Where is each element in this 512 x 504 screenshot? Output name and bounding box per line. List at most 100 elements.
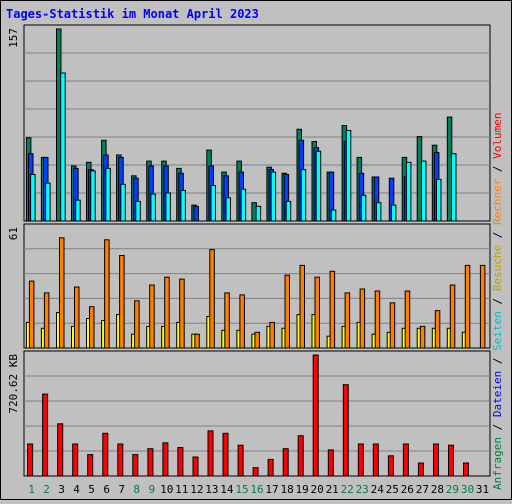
bar-volumen-day-23: [357, 443, 364, 477]
bar-seiten-day-24: [375, 202, 382, 222]
x-tick-label: 26: [401, 483, 414, 496]
bar-rechner-day-4: [74, 286, 80, 349]
bar-rechner-day-8: [134, 300, 140, 349]
bar-volumen-day-24: [372, 443, 379, 477]
bar-seiten-day-14: [225, 197, 231, 222]
x-tick-label: 3: [58, 483, 65, 496]
bar-rechner-day-20: [314, 276, 320, 349]
bar-seiten-day-25: [390, 204, 397, 222]
bar-rechner-day-25: [389, 302, 396, 349]
bar-volumen-day-1: [27, 443, 34, 477]
legend-entry: Besuche: [491, 245, 504, 291]
bar-seiten-day-29: [451, 153, 457, 222]
bar-seiten-day-27: [421, 160, 427, 222]
bar-seiten-day-10: [165, 192, 171, 222]
legend-entry: Dateien: [491, 371, 504, 417]
bar-volumen-day-19: [297, 435, 304, 477]
x-tick-label: 31: [476, 483, 489, 496]
x-tick-label: 25: [386, 483, 399, 496]
x-tick-label: 29: [446, 483, 459, 496]
bar-rechner-day-3: [59, 237, 65, 349]
bar-rechner-day-27: [419, 325, 426, 349]
bar-seiten-day-8: [135, 200, 141, 222]
bar-seiten-day-4: [75, 199, 81, 222]
legend-entry: /: [491, 225, 504, 245]
bar-seiten-day-18: [285, 200, 292, 222]
x-tick-label: 23: [356, 483, 369, 496]
bar-seiten-day-13: [210, 185, 216, 222]
legend-entry: /: [491, 417, 504, 437]
x-tick-label: 10: [160, 483, 173, 496]
bar-seiten-day-28: [436, 178, 442, 222]
bar-rechner-day-6: [104, 239, 110, 349]
legend-entry: Seiten: [491, 311, 504, 351]
x-tick-label: 22: [341, 483, 354, 496]
bar-seiten-day-1: [30, 174, 36, 222]
bar-rechner-day-24: [374, 290, 381, 349]
bar-rechner-day-26: [404, 290, 411, 349]
bar-volumen-day-18: [282, 448, 289, 477]
x-tick-label: 13: [205, 483, 218, 496]
bar-volumen-day-25: [387, 455, 394, 477]
legend-entry: /: [491, 291, 504, 311]
bar-rechner-day-5: [89, 306, 95, 349]
bar-volumen-day-10: [162, 442, 169, 477]
x-tick-label: 6: [103, 483, 110, 496]
legend-entry: Rechner: [491, 178, 504, 225]
bar-rechner-day-15: [239, 294, 245, 349]
bar-rechner-day-16: [254, 331, 260, 349]
bar-rechner-day-9: [149, 284, 155, 349]
bar-rechner-day-10: [164, 276, 170, 349]
bar-volumen-day-5: [87, 454, 94, 477]
bar-volumen-day-2: [42, 393, 49, 477]
bar-seiten-day-23: [360, 194, 367, 222]
bar-seiten-day-2: [45, 182, 51, 222]
bar-rechner-day-13: [209, 249, 215, 349]
bar-volumen-day-9: [147, 448, 154, 477]
bar-seiten-day-21: [330, 209, 337, 222]
bar-volumen-day-11: [177, 447, 184, 477]
panel-frame: [23, 350, 491, 477]
bar-rechner-day-28: [434, 310, 441, 349]
bar-volumen-day-17: [267, 458, 274, 477]
bar-volumen-day-29: [448, 444, 454, 477]
bar-seiten-day-22: [345, 130, 352, 222]
bar-rechner-day-12: [194, 333, 200, 349]
bar-rechner-day-21: [329, 270, 336, 349]
panel-top: 157: [7, 24, 491, 222]
bar-rechner-day-1: [28, 280, 35, 349]
x-tick-label: 7: [118, 483, 125, 496]
bar-rechner-day-7: [119, 255, 125, 349]
bar-volumen-day-4: [72, 443, 79, 477]
bar-rechner-day-14: [224, 292, 230, 349]
x-tick-label: 19: [295, 483, 308, 496]
bar-rechner-day-30: [464, 264, 471, 349]
x-tick-label: 12: [190, 483, 203, 496]
bar-volumen-day-30: [463, 462, 469, 477]
bar-seiten-day-17: [270, 171, 277, 222]
legend-entry: /: [491, 351, 504, 371]
bar-volumen-day-6: [102, 432, 109, 477]
bar-volumen-day-12: [192, 456, 199, 477]
bar-rechner-day-17: [269, 321, 275, 349]
bar-rechner-day-31: [479, 264, 486, 349]
bar-rechner-day-11: [179, 278, 185, 349]
bar-volumen-day-20: [312, 354, 319, 477]
x-tick-label: 5: [88, 483, 95, 496]
x-tick-label: 2: [43, 483, 50, 496]
bar-volumen-day-8: [132, 454, 139, 477]
bar-seiten-day-19: [300, 169, 307, 222]
bar-seiten-day-20: [315, 150, 322, 222]
x-tick-label: 11: [175, 483, 188, 496]
right-legend: Anfragen / Dateien / Seiten / Besuche / …: [491, 112, 504, 490]
bar-seiten-day-16: [255, 205, 262, 222]
x-axis-labels: 1 2 3 4 5 6 7 8 9 10 11 12 13 14 15 16 17 18 19 20 21 22 23 24 2…: [28, 483, 489, 496]
bar-seiten-day-7: [120, 183, 126, 222]
bar-dateien-day-12: [193, 205, 199, 222]
x-tick-label: 28: [431, 483, 444, 496]
bar-seiten-day-6: [105, 167, 111, 222]
x-tick-label: 14: [220, 483, 234, 496]
bar-volumen-day-26: [402, 443, 409, 477]
